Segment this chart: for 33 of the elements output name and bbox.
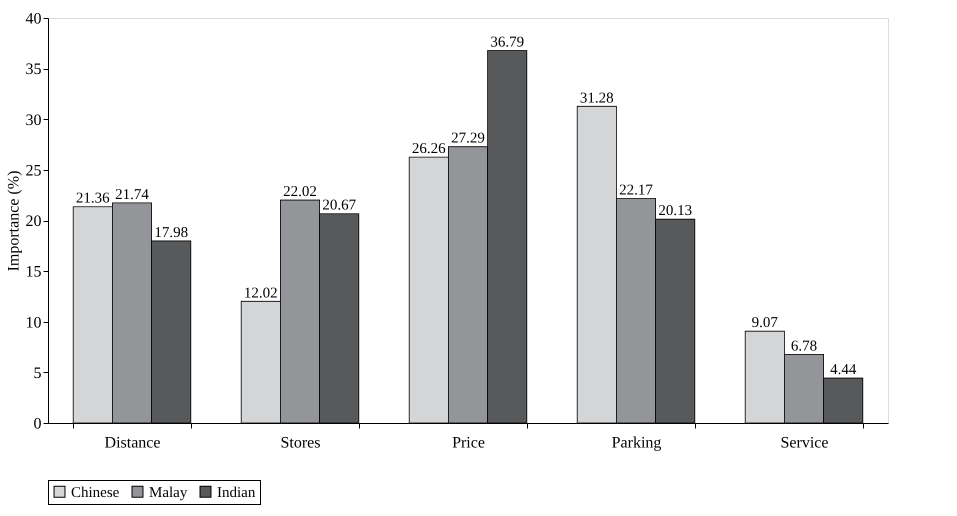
data-label: 26.26 <box>412 141 446 158</box>
data-label: 20.67 <box>322 198 357 214</box>
x-tick-label: Parking <box>612 434 662 452</box>
y-tick-label: 10 <box>26 314 42 332</box>
legend-label: Chinese <box>71 484 120 501</box>
y-tick-label: 40 <box>26 10 42 28</box>
data-label: 9.07 <box>752 315 778 332</box>
x-tick-label: Service <box>780 434 828 452</box>
data-label: 21.36 <box>76 190 110 207</box>
y-tick-label: 30 <box>26 112 42 129</box>
data-label: 12.02 <box>244 285 278 302</box>
data-label: 22.02 <box>283 184 317 200</box>
data-label: 31.28 <box>580 90 614 106</box>
data-label: 27.29 <box>451 130 485 147</box>
data-label: 20.13 <box>658 203 692 220</box>
y-tick-label: 5 <box>34 364 42 382</box>
legend-label: Malay <box>149 484 188 501</box>
y-tick-label: 20 <box>26 213 42 230</box>
data-label: 36.79 <box>490 34 524 50</box>
data-label: 22.17 <box>619 182 654 199</box>
data-label: 4.44 <box>830 362 857 378</box>
legend-label: Indian <box>217 484 256 501</box>
data-label: 6.78 <box>790 338 818 354</box>
y-tick-label: 15 <box>26 264 42 281</box>
x-tick-label: Stores <box>280 434 320 452</box>
y-axis-title: Importance (%) <box>6 170 22 272</box>
data-label: 17.98 <box>154 224 188 241</box>
x-tick-label: Distance <box>104 434 160 452</box>
x-tick-label: Price <box>452 434 485 452</box>
y-tick-label: 0 <box>34 416 42 432</box>
y-tick-label: 25 <box>26 162 42 180</box>
data-label: 21.74 <box>115 186 150 203</box>
y-tick-label: 35 <box>26 61 42 78</box>
